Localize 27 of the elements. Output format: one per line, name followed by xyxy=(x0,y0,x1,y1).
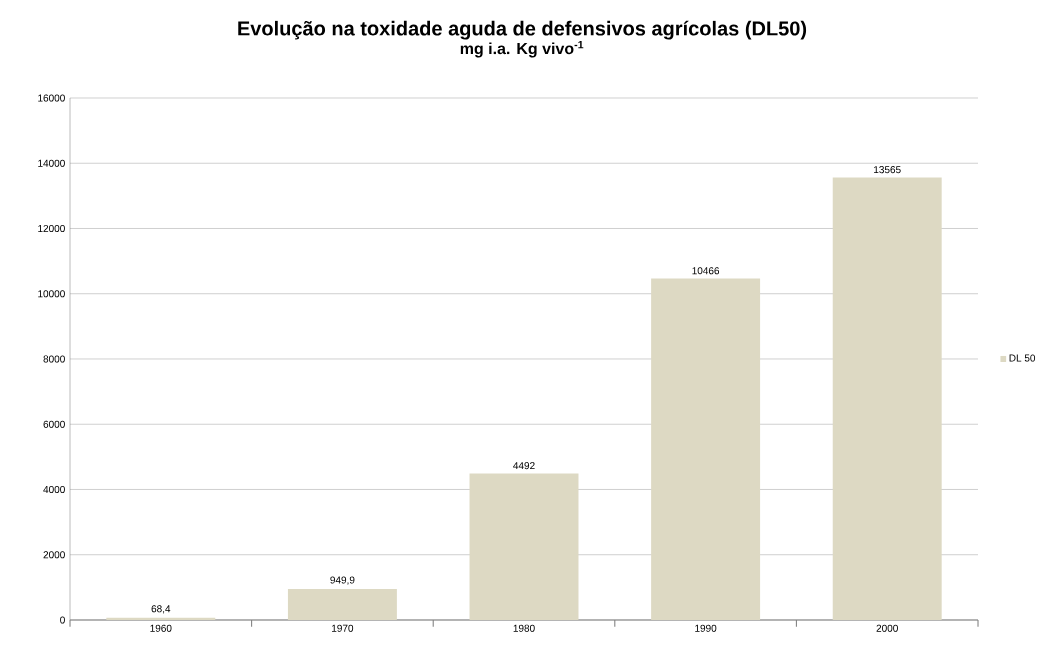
text: 10466 xyxy=(692,267,720,275)
text: 13565 xyxy=(874,166,901,174)
chart-title: Evolução na toxidade aguda de defensivos agrícolas (DL50) xyxy=(238,20,807,40)
bar xyxy=(469,473,579,620)
x-tick-label: 1970 xyxy=(332,624,354,632)
bar xyxy=(106,617,216,620)
x-tick-label: 1960 xyxy=(150,624,172,632)
y-tick-label: 8000 xyxy=(43,355,65,363)
chart-subtitle: mg i.a. Kg vivo$^{-1}$ xyxy=(460,40,584,58)
bar xyxy=(287,588,397,620)
x-tick-label: 1990 xyxy=(695,624,717,632)
y-tick-label: 4000 xyxy=(43,485,65,494)
x-tick-label: 1980 xyxy=(513,624,535,632)
bar xyxy=(832,177,942,620)
y-tick-label: 12000 xyxy=(38,224,65,233)
y-tick-label: 0 xyxy=(60,616,65,624)
y-tick-label: 2000 xyxy=(43,551,65,559)
y-tick-label: 6000 xyxy=(43,420,65,428)
legend-label: DL 50 xyxy=(1009,354,1036,362)
text: 949,9 xyxy=(330,576,355,585)
bar xyxy=(651,278,761,620)
x-tick-label: 2000 xyxy=(876,624,898,632)
y-tick-label: 16000 xyxy=(38,94,65,102)
y-tick-label: 14000 xyxy=(38,159,65,167)
text: 68,4 xyxy=(151,605,171,614)
y-tick-label: 10000 xyxy=(38,290,65,298)
text: 4492 xyxy=(513,462,535,470)
